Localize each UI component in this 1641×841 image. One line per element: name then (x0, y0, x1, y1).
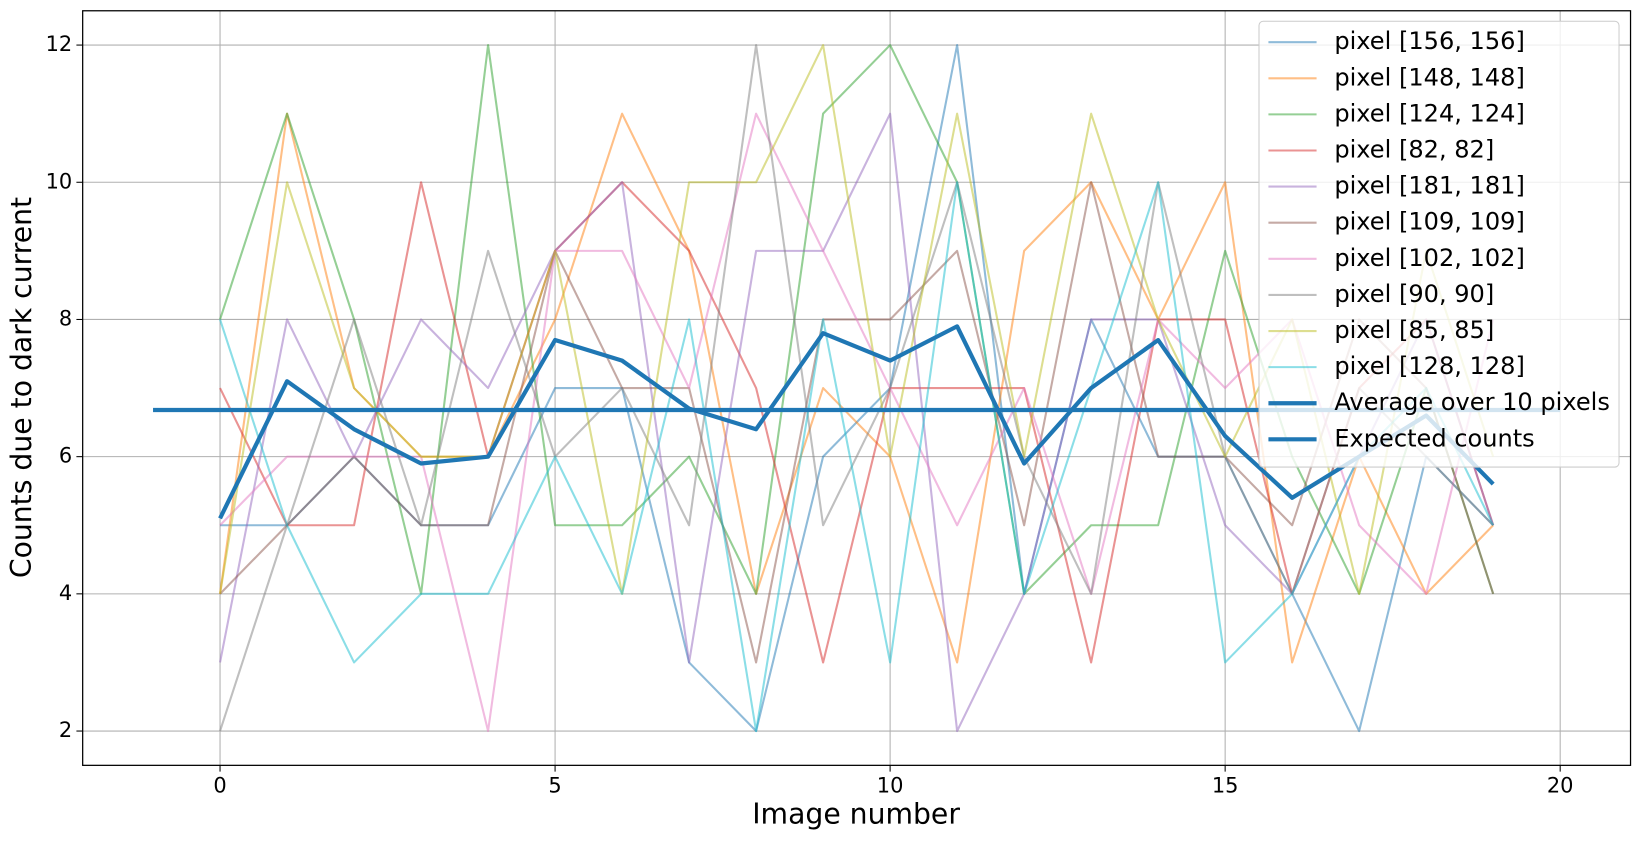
y-axis-label: Counts due to dark current (5, 197, 38, 578)
legend-label: pixel [109, 109] (1334, 208, 1525, 236)
series-line (219, 112, 1495, 733)
x-tick-label: 0 (213, 773, 226, 797)
y-tick-label: 4 (59, 581, 72, 605)
y-tick-label: 2 (59, 718, 72, 742)
y-tick-label: 12 (46, 32, 73, 56)
series-line (219, 181, 1495, 733)
legend-label: pixel [85, 85] (1334, 316, 1494, 344)
legend-label: pixel [156, 156] (1334, 27, 1525, 55)
legend: pixel [156, 156] pixel [148, 148] pixel [1… (1258, 20, 1620, 468)
series-line (219, 44, 1494, 732)
legend-box (1258, 20, 1620, 468)
x-tick-label: 15 (1212, 773, 1239, 797)
y-tick-label: 10 (46, 169, 73, 193)
legend-label: pixel [181, 181] (1334, 172, 1525, 200)
legend-label: pixel [124, 124] (1334, 99, 1525, 127)
x-tick-label: 20 (1547, 773, 1574, 797)
legend-label: pixel [148, 148] (1334, 63, 1525, 91)
series-line (219, 181, 1495, 664)
legend-label: pixel [128, 128] (1334, 352, 1525, 380)
legend-label: Average over 10 pixels (1334, 388, 1610, 416)
plot-frame (82, 10, 1632, 766)
legend-label: pixel [82, 82] (1334, 135, 1494, 163)
legend-label: Expected counts (1334, 424, 1534, 452)
bold-line (218, 324, 1495, 520)
y-tick-label: 8 (59, 306, 72, 330)
x-axis-label: Image number (752, 798, 960, 831)
x-tick-label: 5 (548, 773, 561, 797)
legend-label: pixel [90, 90] (1334, 280, 1494, 308)
y-tick-label: 6 (59, 444, 72, 468)
x-tick-label: 10 (877, 773, 904, 797)
legend-label: pixel [102, 102] (1334, 244, 1525, 272)
